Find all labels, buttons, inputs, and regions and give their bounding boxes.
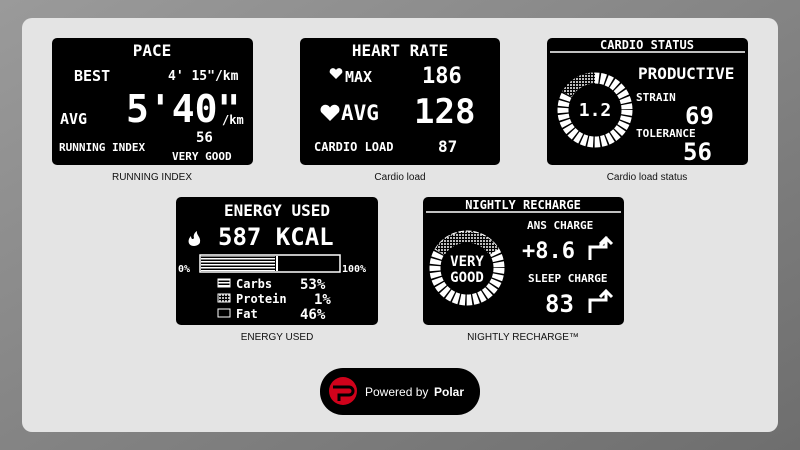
label: TOLERANCE (636, 127, 696, 140)
value: 46% (300, 307, 326, 323)
gauge-value: 1.2 (579, 100, 612, 121)
energy-screen: ENERGY USED 587 KCAL 0% 100% Carbs 53% P… (176, 197, 378, 325)
value: 5'40" (126, 87, 240, 131)
logo-text: Powered by (365, 385, 428, 399)
caption: RUNNING INDEX (112, 172, 192, 183)
label: Protein (236, 292, 287, 306)
cardio-status-screen: CARDIO STATUS 1.2 PRODUCTIVE STRAIN 69 T… (547, 38, 748, 166)
title: PACE (133, 41, 172, 60)
title: HEART RATE (352, 41, 448, 60)
label: CARDIO LOAD (314, 140, 393, 154)
value: 56 (683, 138, 712, 166)
rating: VERY GOOD (172, 150, 232, 163)
label: Fat (236, 307, 258, 321)
flame-icon (188, 231, 201, 246)
status: PRODUCTIVE (638, 64, 734, 83)
value: 56 (196, 130, 213, 146)
value: 53% (300, 277, 326, 293)
value: +8.6 (522, 239, 575, 264)
label: ANS CHARGE (527, 219, 593, 232)
label: AVG (341, 101, 379, 125)
logo: Powered by Polar (320, 368, 480, 415)
status: VERY (450, 254, 484, 270)
heart-icon (329, 68, 343, 79)
label: SLEEP CHARGE (528, 272, 607, 285)
value: 87 (438, 137, 457, 156)
caption: Cardio load status (607, 172, 688, 183)
value: 587 KCAL (218, 223, 334, 251)
recharge-screen: NIGHTLY RECHARGE VERY GOOD ANS CHARGE +8… (423, 197, 624, 325)
logo-brand: Polar (434, 385, 464, 399)
value: 128 (414, 92, 475, 132)
unit: /km (222, 113, 244, 127)
scale-min: 0% (178, 264, 190, 275)
caption: NIGHTLY RECHARGE™ (467, 332, 579, 343)
label: MAX (345, 68, 372, 86)
label: AVG (60, 110, 87, 128)
status: GOOD (450, 270, 484, 286)
value: 4' 15"/km (168, 69, 239, 84)
label: RUNNING INDEX (59, 141, 145, 154)
value: 69 (685, 102, 714, 130)
scale-max: 100% (342, 264, 366, 275)
label: Carbs (236, 277, 272, 291)
heart-rate-screen: HEART RATE MAX 186 AVG 128 CARDIO LOAD 8… (300, 38, 500, 165)
caption: Cardio load (374, 172, 425, 183)
title: NIGHTLY RECHARGE (465, 198, 581, 212)
value: 83 (545, 290, 574, 318)
title: CARDIO STATUS (600, 38, 694, 52)
pace-screen: PACE BEST 4' 15"/km AVG 5'40" /km 56 RUN… (52, 38, 253, 165)
title: ENERGY USED (224, 201, 330, 220)
label: STRAIN (636, 91, 676, 104)
heart-icon (320, 104, 340, 121)
value: 1% (314, 292, 331, 308)
value: 186 (422, 64, 462, 89)
caption: ENERGY USED (241, 332, 314, 343)
label: BEST (74, 67, 110, 85)
